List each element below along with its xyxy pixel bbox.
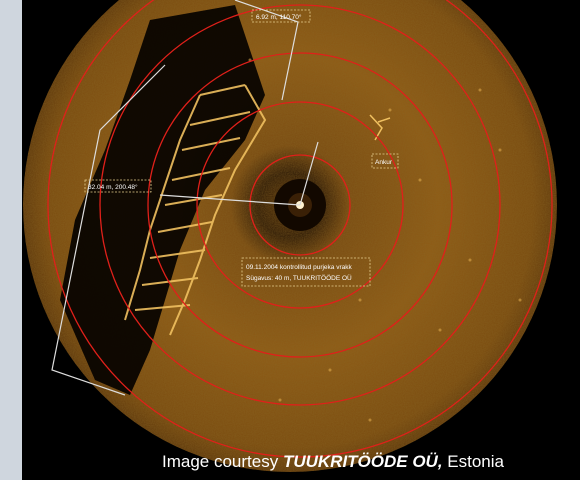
credit-prefix: Image courtesy: [162, 452, 283, 471]
image-credit: Image courtesy TUUKRITÖÖDE OÜ, Estonia: [162, 452, 504, 472]
range-rings: [47, 0, 553, 458]
left-measurement-label: 32.04 m, 200.48°: [88, 183, 138, 191]
top-measurement-label: 6.92 m, 110.70°: [256, 13, 302, 21]
credit-suffix: Estonia: [442, 452, 504, 471]
credit-company: TUUKRITÖÖDE OÜ,: [282, 452, 443, 471]
note-line-1: 09.11.2004 kontrollitud purjeka vrakk: [246, 264, 352, 271]
anchor-label: Ankur: [375, 159, 393, 166]
note-box: [241, 257, 371, 287]
note-line-2: Sügavus: 40 m, TUUKRITÖÖDE OÜ: [246, 274, 352, 282]
left-measurement-box: [84, 179, 152, 193]
measurement-overlay: [51, 0, 319, 396]
top-measurement-box: [251, 9, 311, 23]
anchor-label-box: [371, 153, 399, 169]
sonar-view: [23, 0, 557, 472]
shipwreck: [124, 84, 267, 336]
wreck-shadow: [60, 5, 265, 395]
side-strip: [0, 0, 22, 480]
seabed-texture: [248, 58, 522, 422]
label-layer: 6.92 m, 110.70° 32.04 m, 200.48° Ankur 0…: [88, 13, 393, 282]
sonar-panel: 6.92 m, 110.70° 32.04 m, 200.48° Ankur 0…: [22, 0, 580, 480]
